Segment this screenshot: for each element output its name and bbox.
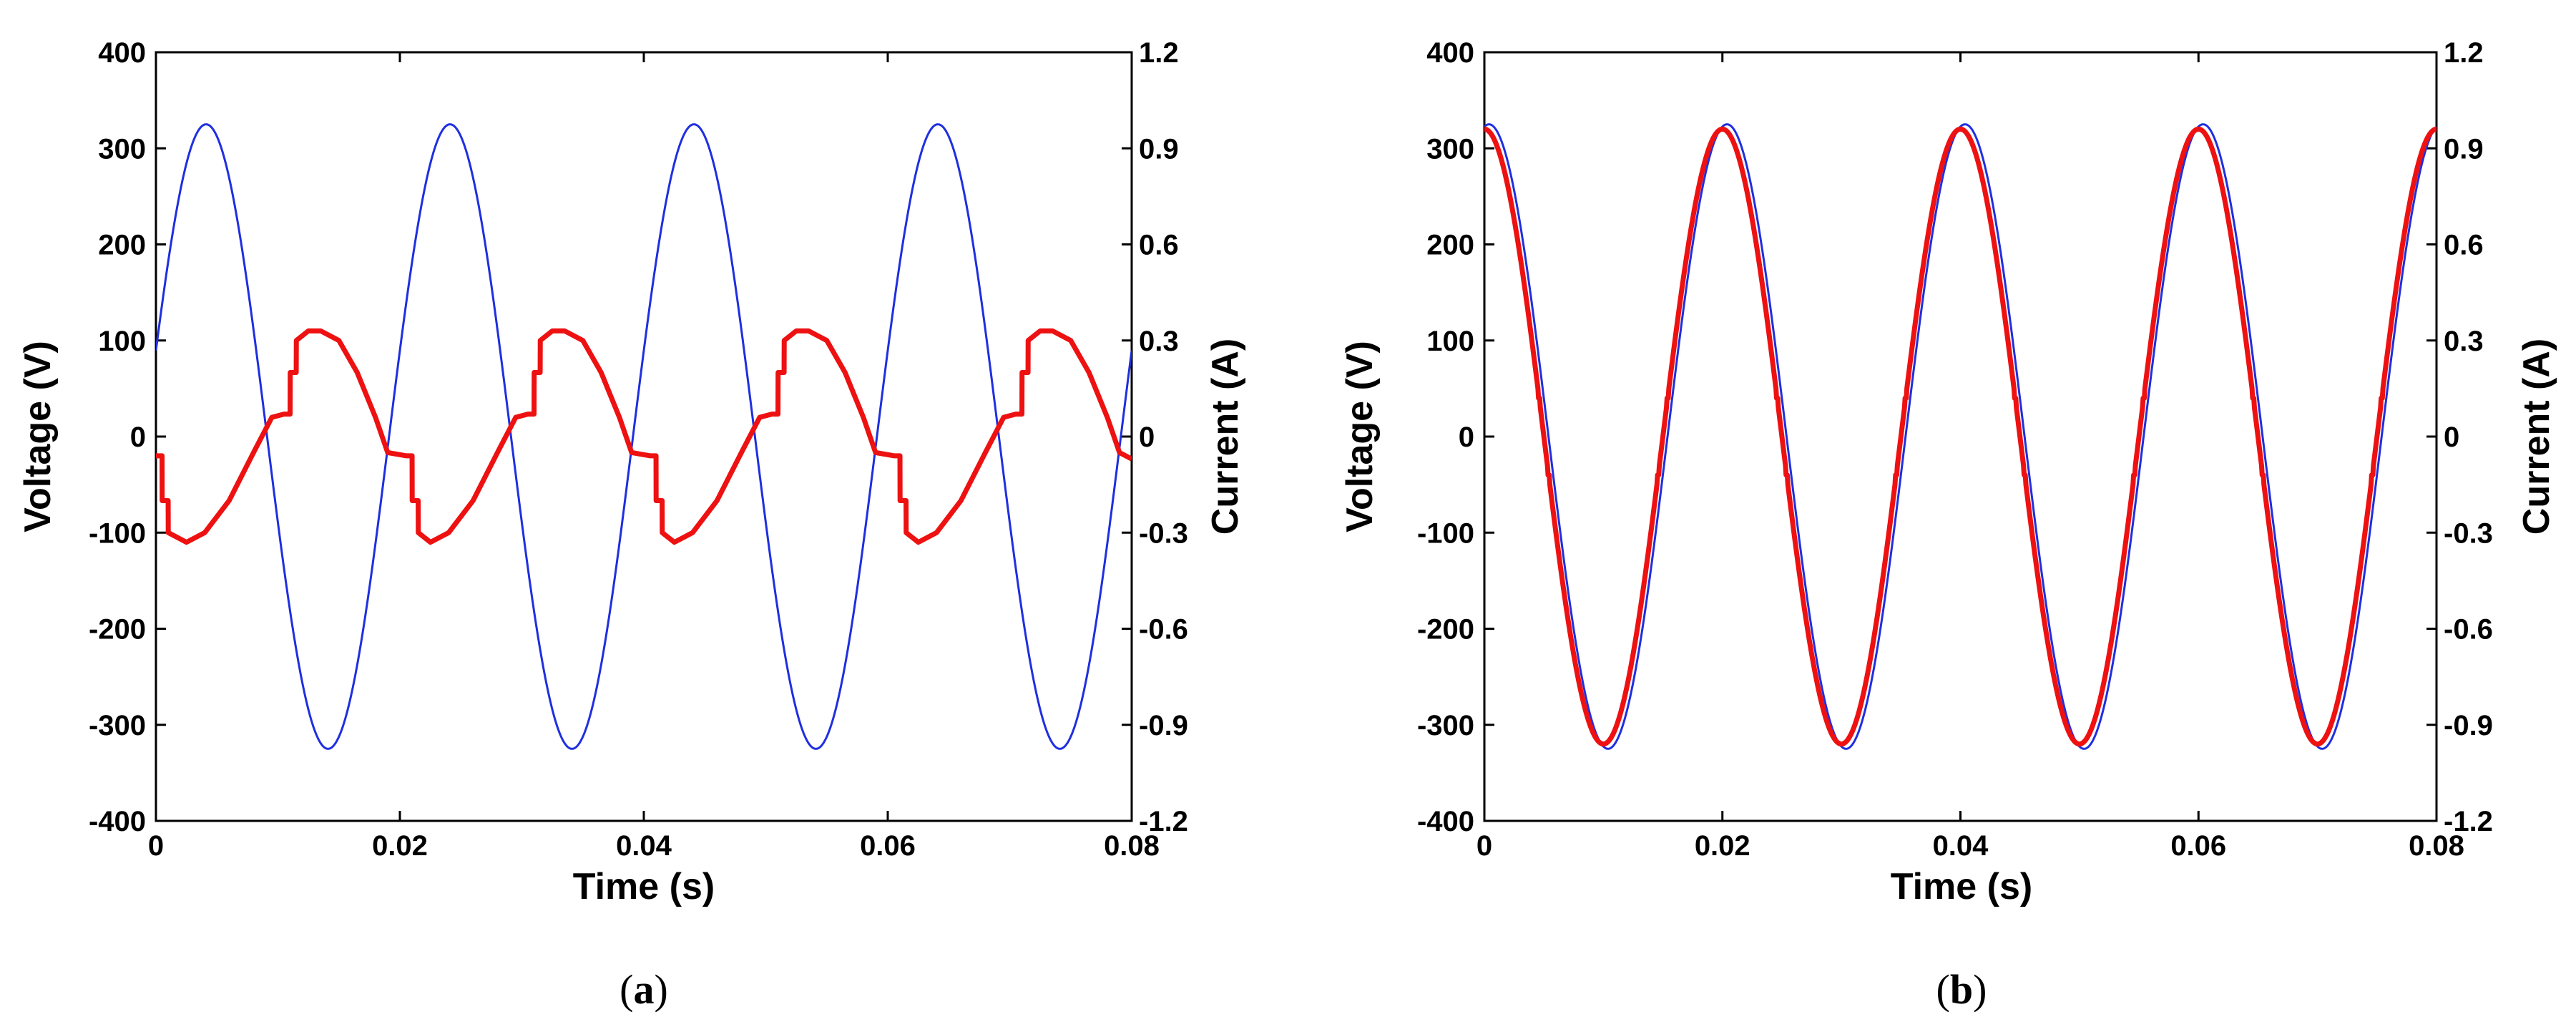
y2-tick-label: -1.2 (2444, 806, 2493, 837)
x-tick-label: 0.06 (2170, 830, 2226, 862)
y-tick-label: 0 (130, 422, 146, 453)
y-tick-label: -200 (1417, 614, 1474, 646)
y-tick-label: 300 (98, 133, 146, 165)
voltage-line (1484, 123, 2437, 750)
y2-tick-label: 1.2 (2444, 37, 2484, 69)
y2-tick-label: -1.2 (1139, 806, 1188, 837)
y2-tick-label: -0.6 (2444, 614, 2493, 646)
panel-b-ticks: 0 0.02 0.04 0.06 0.08 -400 -300 -200 -100 0 100 200… (1417, 37, 2493, 862)
y2-tick-label: 1.2 (1139, 37, 1179, 69)
y-tick-label: -100 (89, 517, 146, 549)
y2-tick-label: 0.9 (2444, 133, 2484, 165)
y2-tick-label: -0.3 (2444, 517, 2493, 549)
panel-b-ylabel: Voltage (V) (1339, 341, 1381, 532)
y2-tick-label: -0.9 (2444, 710, 2493, 741)
y2-tick-label: 0 (2444, 422, 2459, 453)
x-tick-label: 0.04 (1933, 830, 1989, 862)
x-tick-label: 0.04 (616, 830, 672, 862)
panel-a-curves (156, 123, 1132, 750)
y-tick-label: -300 (1417, 710, 1474, 741)
y-tick-label: -200 (89, 614, 146, 646)
panel-a-ylabel: Voltage (V) (17, 341, 59, 532)
y2-tick-label: 0.6 (2444, 230, 2484, 261)
current-line (1484, 126, 2437, 747)
y-tick-label: 200 (98, 230, 146, 261)
x-tick-label: 0.08 (2409, 830, 2464, 862)
x-tick-label: 0 (1476, 830, 1492, 862)
panel-a-frame (155, 51, 1133, 822)
y-tick-label: 0 (1459, 422, 1474, 453)
y-tick-label: -100 (1417, 517, 1474, 549)
y-tick-label: -400 (1417, 806, 1474, 837)
panel-b-curves (1484, 123, 2437, 750)
y-tick-label: 400 (98, 37, 146, 69)
panel-a-xlabel: Time (s) (573, 866, 715, 907)
y2-tick-label: 0.9 (1139, 133, 1179, 165)
voltage-line (156, 123, 1132, 750)
x-tick-label: 0.08 (1104, 830, 1160, 862)
panel-a: 0 0.02 0.04 0.06 0.08 -400 -300 -200 -100 0 100 200… (17, 37, 1246, 1013)
panel-b-xlabel: Time (s) (1891, 866, 2032, 907)
y2-tick-label: -0.9 (1139, 710, 1188, 741)
y2-tick-label: -0.6 (1139, 614, 1188, 646)
y-tick-label: 400 (1426, 37, 1474, 69)
panel-a-caption: (a) (619, 966, 668, 1013)
x-tick-label: 0 (148, 830, 164, 862)
y-tick-label: -300 (89, 710, 146, 741)
y2-tick-label: 0.3 (2444, 326, 2484, 357)
y2-tick-label: -0.3 (1139, 517, 1188, 549)
y-tick-label: 300 (1426, 133, 1474, 165)
panel-b-caption: (b) (1936, 966, 1987, 1013)
x-tick-label: 0.06 (860, 830, 916, 862)
y-tick-label: 100 (98, 326, 146, 357)
x-tick-label: 0.02 (1695, 830, 1750, 862)
y-tick-label: 200 (1426, 230, 1474, 261)
panel-b-y2label: Current (A) (2516, 339, 2557, 535)
panel-a-y2label: Current (A) (1205, 339, 1246, 535)
x-tick-label: 0.02 (372, 830, 428, 862)
current-line (156, 328, 1132, 545)
y-tick-label: -400 (89, 806, 146, 837)
panel-a-ticks: 0 0.02 0.04 0.06 0.08 -400 -300 -200 -100 0 100 200… (89, 37, 1188, 862)
y2-tick-label: 0.6 (1139, 230, 1179, 261)
panel-b: 0 0.02 0.04 0.06 0.08 -400 -300 -200 -100 0 100 200… (1339, 37, 2557, 1013)
y2-tick-label: 0 (1139, 422, 1155, 453)
y-tick-label: 100 (1426, 326, 1474, 357)
y2-tick-label: 0.3 (1139, 326, 1179, 357)
